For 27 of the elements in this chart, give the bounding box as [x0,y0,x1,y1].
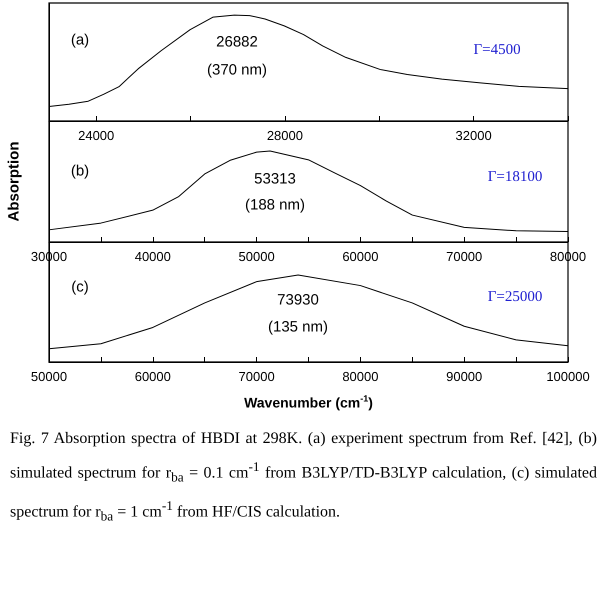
x-tick-label: 90000 [446,369,482,384]
annotation: Γ=25000 [488,289,542,305]
annotation: Γ=18100 [488,169,542,185]
x-tick-label: 50000 [238,249,275,264]
annotation: (c) [71,278,89,296]
x-tick-label: 70000 [238,369,275,384]
annotation: 73930 [277,292,319,308]
x-tick-label: 100000 [546,369,590,384]
x-tick-label: 32000 [456,128,492,143]
x-tick-label: 24000 [78,128,114,143]
x-tick-label: 80000 [342,369,378,384]
annotation: (a) [70,32,90,48]
y-axis-title: Absorption [6,142,22,222]
annotation: (b) [70,162,90,180]
annotation: (188 nm) [244,196,306,214]
annotation: 26882 [216,34,258,50]
x-tick-label: 60000 [134,369,171,384]
x-tick-label: 40000 [134,249,171,264]
x-tick-label: 28000 [266,128,303,143]
x-tick-label: 70000 [446,249,482,264]
annotation: Γ=4500 [473,42,521,58]
annotation: (135 nm) [268,318,328,336]
annotation: 53313 [254,170,296,188]
text: Fig. 7 Absorption spectra of HBDI at 298K. (a) experiment spectrum from Ref. [42], (b) simulated spectrum for r$_{ba}$ = 0.1 cm$^{-1}$ from B3LYP/TD-B3LYP calculation, (c) simulated spectrum for r$_{ba}$ = 1 cm$^{-1}$ from HF/CIS calculation. [10,430,598,524]
x-tick-label: 50000 [30,369,68,384]
x-tick-label: 60000 [342,249,378,264]
annotation: (370 nm) [206,62,268,78]
